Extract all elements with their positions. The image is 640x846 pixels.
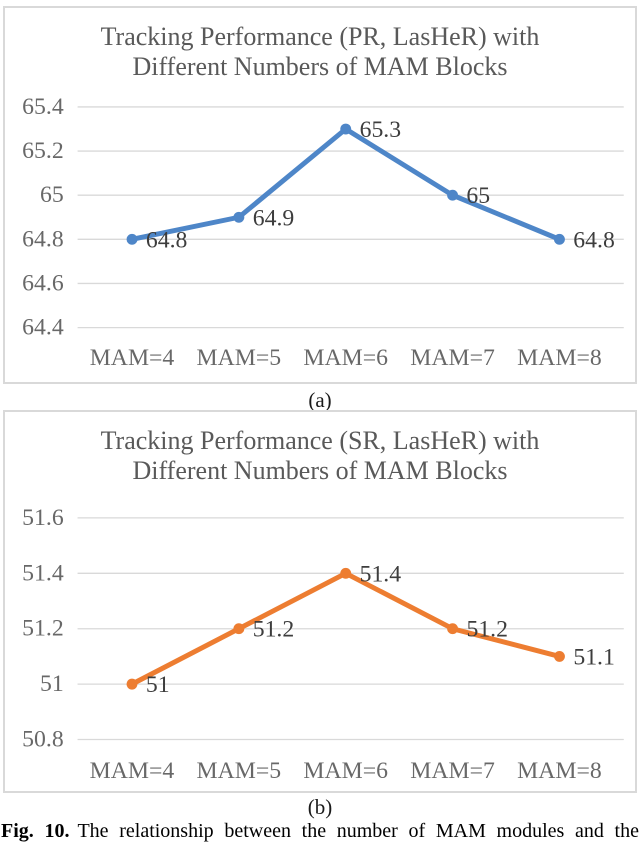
data-point-label: 51 [146,672,170,698]
data-point-marker [233,623,245,635]
data-point-marker [553,233,565,245]
y-tick-label: 65.4 [22,94,64,120]
series-line [129,126,562,242]
data-point-marker [126,233,138,245]
sr-chart-title-line2: Different Numbers of MAM Blocks [132,456,508,486]
data-point-marker [340,123,352,135]
data-point-label: 64.8 [573,227,615,253]
sr-chart-title: Tracking Performance (SR, LasHeR) with D… [5,426,635,486]
figure-caption-label: Fig. 10. [1,820,70,842]
y-tick-label: 50.8 [22,727,64,753]
x-category-label: MAM=4 [90,345,175,371]
data-point-label: 51.4 [360,561,402,587]
data-point-marker [126,678,138,690]
x-category-label: MAM=5 [197,345,282,371]
y-tick-label: 51 [40,671,64,697]
data-point-marker [554,650,565,662]
pr-chart-card: Tracking Performance (PR, LasHeR) with D… [3,6,637,384]
x-category-label: MAM=6 [303,758,388,784]
y-tick-label: 64.4 [22,315,64,341]
figure-caption: Fig. 10. The relationship between the num… [1,818,639,844]
sr-chart-card: Tracking Performance (SR, LasHeR) with D… [3,410,637,793]
y-tick-label: 64.8 [22,226,64,252]
data-point-label: 64.8 [146,227,188,253]
data-point-marker [447,189,459,201]
data-point-label: 51.2 [253,617,295,643]
y-tick-label: 51.4 [22,560,64,586]
x-category-label: MAM=5 [197,758,282,784]
data-point-label: 65 [466,183,490,209]
x-category-label: MAM=7 [410,758,495,784]
pr-chart-plot: 65.4 65.2 65 64.8 64.6 64.4 MAM=4 MAM=5 MAM=6 MAM… [22,94,624,371]
x-category-label: MAM=8 [517,758,602,784]
data-point-marker [447,623,459,635]
x-category-label: MAM=6 [303,345,388,371]
x-category-label: MAM=4 [90,758,175,784]
y-tick-label: 64.6 [22,270,64,296]
y-tick-label: 51.6 [22,505,64,531]
data-point-marker [340,567,352,579]
data-point-label: 64.9 [253,205,295,231]
data-point-label: 65.3 [360,117,402,143]
sr-chart-title-line1: Tracking Performance (SR, LasHeR) with [100,426,540,455]
sr-chart-plot: 51.6 51.4 51.2 51 50.8 MAM=4 MAM=5 MAM=6 MAM=7 MA… [22,505,624,784]
pr-chart-title-line2: Different Numbers of MAM Blocks [132,52,508,82]
data-point-label: 51.2 [466,617,508,643]
pr-chart-title-line1: Tracking Performance (PR, LasHeR) with [100,22,540,51]
x-category-label: MAM=7 [410,345,495,371]
x-category-label: MAM=8 [517,345,602,371]
pr-chart-title: Tracking Performance (PR, LasHeR) with D… [5,22,635,82]
data-point-label: 51.1 [573,644,615,670]
y-tick-label: 65.2 [22,138,64,164]
figure-caption-text: The relationship between the number of M… [77,820,639,842]
sublabel-b: (b) [307,795,333,819]
y-tick-label: 51.2 [22,616,64,642]
sublabel-a: (a) [308,388,332,412]
y-tick-label: 65 [40,182,64,208]
data-point-marker [233,211,245,223]
